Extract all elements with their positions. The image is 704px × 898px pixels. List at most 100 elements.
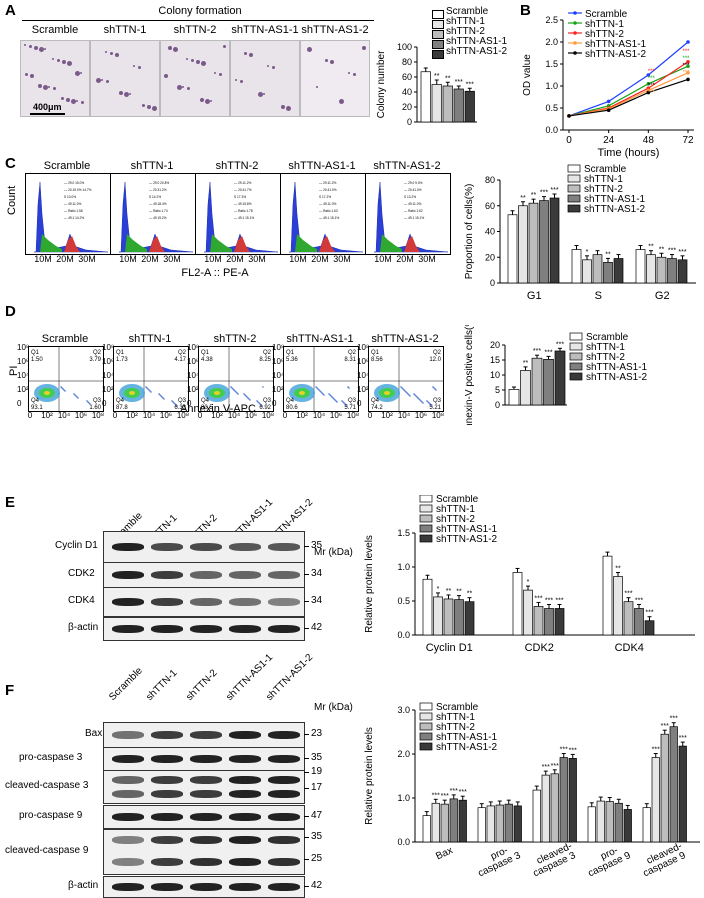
flow-c-title: shTTN-AS1-1 (288, 160, 356, 172)
colony-dot (223, 45, 226, 48)
chart-d-bar (520, 370, 531, 406)
legend-a-label: Scramble (446, 6, 489, 17)
colony-dot (44, 48, 46, 50)
blot-band (112, 755, 144, 763)
scatter-point (88, 402, 90, 404)
chart-b-point (686, 60, 690, 64)
flow-d-xtick: 10⁸ (176, 411, 190, 420)
scatter-point (232, 388, 234, 390)
chartE-legend-label: shTTN-2 (436, 514, 475, 525)
flow-d-title: shTTN-1 (128, 333, 172, 345)
quad-q1-value: 1.73 (116, 357, 128, 363)
flow-c-plot: — 29.0 20.8% — 20.31.2% S 14.2% — 49.18.4% —… (110, 173, 196, 255)
chartF-ytick-label: 3.0 (397, 705, 410, 715)
colony-dot (124, 92, 129, 97)
quad-q3-value: 5.71 (344, 405, 356, 411)
scatter-center (299, 391, 305, 395)
flow-d-ytick: 10⁸ (357, 343, 370, 352)
flow-d-xtick: 10⁴ (142, 411, 156, 420)
scatter-point (171, 400, 173, 402)
blot-strip (103, 722, 305, 748)
chart-b-xtick-label: 0 (566, 135, 572, 146)
scatter-point (343, 402, 345, 404)
flow-d-ytick: 0 (357, 399, 362, 408)
blot-band (151, 813, 183, 821)
chartF-legend-swatch (419, 722, 433, 731)
chartE-ytick-label: 1.5 (397, 528, 410, 538)
blot-band (268, 625, 300, 633)
scatter-point (341, 400, 343, 402)
flow-d-xtick: 0 (367, 411, 373, 420)
chart-c-legend-label: shTTN-1 (584, 174, 623, 185)
flow-c-title: shTTN-AS1-2 (373, 160, 441, 172)
chart-b-ytick-label: 1.5 (545, 59, 558, 69)
s-phase-fill (380, 234, 402, 252)
flow-c-gate-text: S 14.2% (149, 195, 161, 199)
scatter-point (336, 401, 338, 403)
chart-b-legend-label: Scramble (585, 9, 628, 20)
quad-q4-label: Q4 (31, 398, 40, 404)
chartE-bar (433, 596, 443, 636)
quad-q1-value: 4.38 (201, 357, 213, 363)
colony-dot (281, 105, 285, 109)
flow-d-ytick: 10⁴ (187, 371, 200, 380)
chart-d-sig: *** (556, 341, 564, 348)
flow-c-xtick: 30M (418, 254, 436, 264)
chart-b-xtick-label: 24 (603, 135, 615, 146)
chart-b-legend-marker (573, 11, 577, 15)
chart-b-point (686, 71, 690, 75)
scatter-point (174, 403, 176, 405)
scatter-point (245, 395, 247, 397)
chartE-bar (523, 589, 533, 636)
blot-mr-tick (304, 837, 309, 838)
chart-b-point (646, 82, 651, 86)
scatter-point (405, 391, 407, 393)
flow-c-plot: — 29.11.2% — 20.41.0% S 17.2% — 49.11.0% — R… (280, 173, 366, 255)
chart-b-sig-72: *** (682, 70, 690, 76)
blot-mr-value: 47 (311, 810, 323, 821)
scatter-point (146, 387, 148, 389)
scatter-point (163, 398, 165, 400)
scatter-point (89, 403, 91, 405)
flow-d-plot: Q1 1.50 Q2 3.79 Q4 93.1 Q3 1.60 (28, 346, 104, 412)
colony-dot (71, 99, 76, 104)
chartE-legend-swatch (419, 534, 433, 543)
blot-mr-label: Mr (kDa) (314, 547, 353, 558)
scatter-point (418, 398, 420, 400)
chartE-legend-label: shTTN-AS1-2 (436, 534, 498, 545)
scatter-point (159, 394, 161, 396)
chart-d-ytick-label: 20 (490, 340, 500, 350)
scatter-point (435, 389, 437, 391)
flow-d-ytick: 0 (272, 399, 277, 408)
scatter-point (419, 399, 421, 401)
chartF-bar (495, 804, 504, 843)
flow-d-xtick: 10⁴ (312, 411, 326, 420)
flow-d-xtick: 10⁴ (227, 411, 241, 420)
scatter-point (404, 390, 406, 392)
blot-band (190, 625, 222, 633)
panel-label-f: F (5, 682, 15, 699)
scatter-point (74, 394, 76, 396)
chartF-bar (504, 803, 513, 843)
scatter-point (413, 393, 415, 395)
flow-c-gate-text: — 49.1 15.1% (319, 216, 339, 220)
colony-dot (67, 61, 72, 66)
chart-c-legend-swatch (567, 204, 581, 213)
flow-d-ytick: 0 (102, 399, 107, 408)
flow-c-gate-text: — 20.19.0% 14.7% (64, 188, 92, 192)
flow-d-ytick: 10⁸ (272, 343, 285, 352)
scatter-center (214, 391, 220, 395)
blot-mr-tick (304, 628, 309, 629)
chartE-sig: * (437, 586, 440, 593)
flow-c-xtick: 30M (248, 254, 266, 264)
colony-dot (101, 79, 103, 81)
scatter-point (406, 392, 408, 394)
chart-b-ytick-label: 1.0 (545, 81, 558, 91)
blot-mr-tick (304, 859, 309, 860)
blot-band (112, 883, 144, 891)
blot-mr-tick (304, 886, 309, 887)
chart-b-legend-label: shTTN-AS1-2 (585, 49, 647, 60)
scatter-point (61, 387, 63, 389)
scatter-point (86, 400, 88, 402)
blot-row-label: pro-caspase 3 (19, 752, 83, 763)
